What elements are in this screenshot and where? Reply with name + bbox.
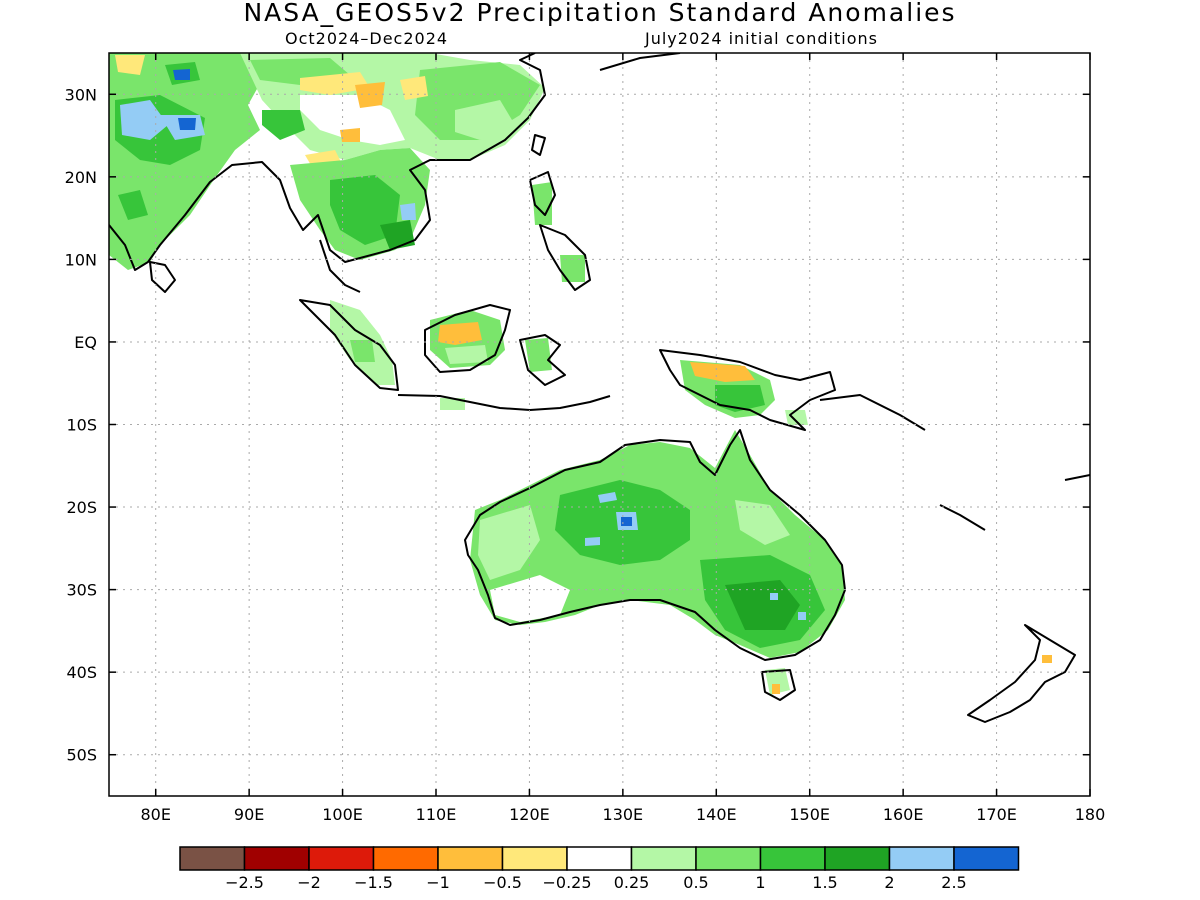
colorbar-swatch [695,846,762,871]
lat-label: 30N [65,85,97,104]
lat-label: 50S [66,746,97,765]
lon-label: 120E [509,805,550,824]
colorbar-label: 0.25 [614,873,650,892]
colorbar-label: 0.5 [683,873,708,892]
colorbar-label: 2.5 [941,873,966,892]
colorbar-swatch [437,846,504,871]
colorbar-label: 1 [755,873,765,892]
lon-label: 170E [976,805,1017,824]
colorbar-label: −2.5 [225,873,264,892]
colorbar-swatch [566,846,633,871]
lon-label: 180 [1075,805,1106,824]
lat-label: 10S [66,416,97,435]
lon-label: 80E [140,805,170,824]
lon-label: 90E [234,805,264,824]
colorbar-label: −2 [297,873,321,892]
longitude-axis-labels: 80E 90E 100E 110E 120E 130E 140E 150E 160E 170E 18… [140,53,1105,824]
colorbar [179,846,1020,871]
colorbar-swatch [243,846,310,871]
colorbar-swatch [372,846,439,871]
anomaly-shading [109,53,1052,695]
colorbar-swatch [179,846,246,871]
colorbar-label: −1 [426,873,450,892]
colorbar-swatch [759,846,826,871]
map-title: NASA_GEOS5v2 Precipitation Standard Anom… [243,0,957,27]
lat-label: EQ [74,333,97,352]
lon-label: 130E [603,805,644,824]
lon-label: 160E [883,805,924,824]
colorbar-label: −1.5 [354,873,393,892]
colorbar-labels: −2.5 −2 −1.5 −1 −0.5 −0.25 0.25 0.5 1 1.5 2 2.5 [225,873,967,892]
map-gridlines [109,53,1090,796]
lat-label: 40S [66,663,97,682]
colorbar-swatch [501,846,568,871]
lat-label: 10N [65,250,97,269]
lat-label: 30S [66,581,97,600]
coastlines [109,53,1090,723]
lon-label: 140E [696,805,737,824]
lon-label: 150E [789,805,830,824]
colorbar-swatch [308,846,375,871]
colorbar-swatch [824,846,891,871]
colorbar-label: −0.25 [542,873,591,892]
forecast-period: Oct2024–Dec2024 [285,29,449,48]
lon-label: 110E [416,805,457,824]
lat-label: 20S [66,498,97,517]
colorbar-swatch [888,846,955,871]
colorbar-label: 1.5 [812,873,837,892]
lat-label: 20N [65,168,97,187]
lon-label: 100E [322,805,363,824]
initial-conditions: July2024 initial conditions [645,29,878,48]
colorbar-swatch [953,846,1020,871]
colorbar-swatch [630,846,697,871]
colorbar-label: −0.5 [483,873,522,892]
colorbar-label: 2 [884,873,894,892]
latitude-axis-labels: 30N 20N 10N EQ 10S 20S 30S 40S 50S [65,85,1090,765]
